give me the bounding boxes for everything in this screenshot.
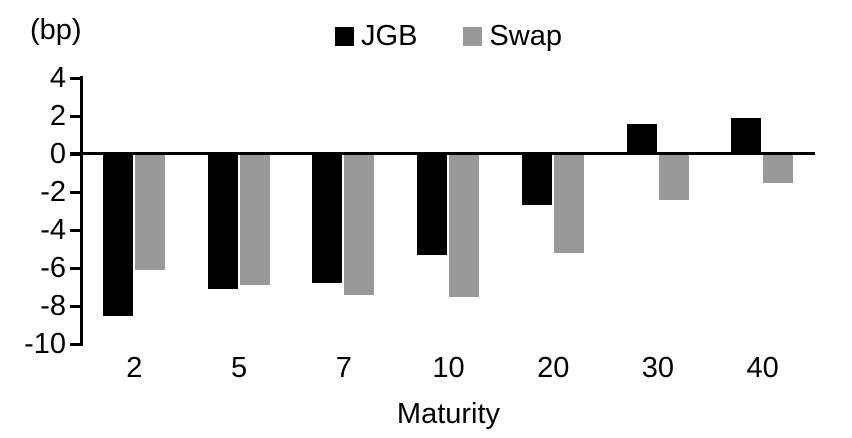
x-axis-tick-label: 10: [432, 352, 465, 384]
bar-swap-5: [239, 154, 270, 286]
bar-swap-40: [763, 154, 794, 183]
legend-swatch-jgb-icon: [335, 27, 355, 46]
x-axis-tick-label: 2: [126, 352, 143, 384]
legend-label-swap: Swap: [489, 20, 562, 52]
legend: JGB Swap: [82, 20, 815, 53]
y-axis-tick: [70, 266, 82, 270]
bar-jgb-20: [521, 154, 552, 206]
bar-swap-20: [553, 154, 584, 253]
y-axis-tick-label: -10: [24, 328, 66, 360]
bar-swap-7: [344, 154, 375, 295]
y-axis-tick: [70, 76, 82, 80]
x-axis-tick-label: 5: [230, 352, 248, 384]
y-axis-tick-label: -4: [40, 214, 66, 246]
legend-swatch-swap-icon: [463, 27, 483, 46]
legend-label-jgb: JGB: [361, 20, 418, 52]
y-axis-tick-label: -6: [40, 252, 66, 284]
y-axis-tick-label: 4: [49, 62, 66, 94]
y-axis-tick-label: 0: [49, 138, 66, 170]
y-axis-line: [80, 76, 83, 346]
legend-item-swap: Swap: [463, 20, 562, 53]
bar-swap-30: [658, 154, 689, 200]
y-axis-tick-label: 2: [49, 100, 66, 132]
y-axis-unit-label: (bp): [30, 14, 82, 46]
zero-baseline: [70, 152, 815, 155]
x-axis-title: Maturity: [396, 398, 501, 430]
x-axis-tick-label: 30: [641, 352, 675, 384]
y-axis-tick: [70, 114, 82, 118]
x-axis-tick-label: 20: [537, 352, 570, 384]
bar-jgb-2: [103, 154, 133, 316]
bar-jgb-40: [731, 117, 762, 154]
y-axis-tick-label: -2: [40, 176, 66, 208]
bar-swap-2: [135, 154, 165, 270]
y-axis-tick: [70, 304, 82, 308]
y-axis-tick: [70, 228, 82, 232]
bar-jgb-10: [417, 154, 448, 255]
bar-jgb-5: [207, 154, 238, 289]
bar-jgb-30: [626, 123, 657, 154]
x-axis-tick-label: 7: [335, 352, 352, 384]
y-axis-tick-label: -8: [40, 290, 66, 322]
y-axis-tick: [70, 342, 82, 346]
y-axis-tick: [70, 190, 82, 194]
x-axis-tick-label: 40: [746, 352, 779, 384]
legend-item-jgb: JGB: [335, 20, 417, 53]
bar-swap-10: [449, 154, 480, 297]
bar-jgb-7: [312, 154, 343, 284]
